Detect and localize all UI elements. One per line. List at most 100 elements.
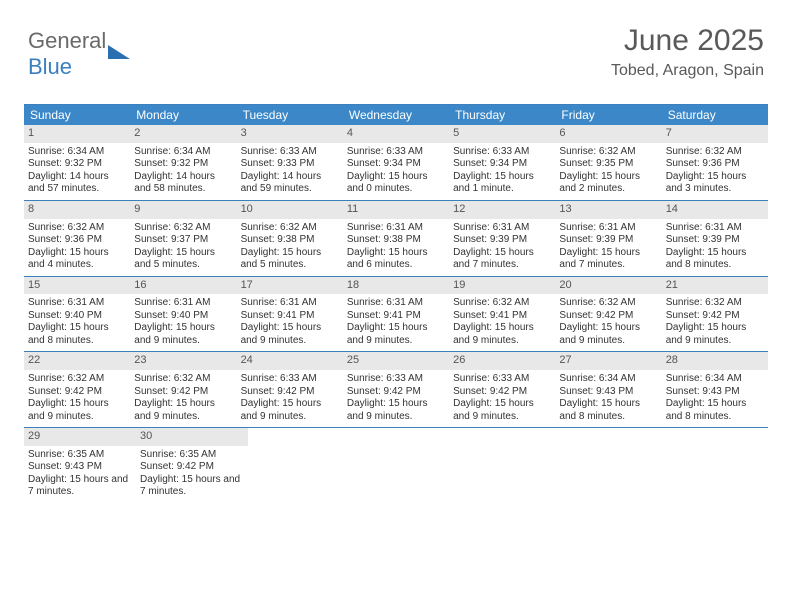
weekday-header: Wednesday [343,105,449,125]
day-number: 8 [24,201,130,219]
daylight-line: Daylight: 15 hours and 5 minutes. [241,247,339,272]
day-number: 20 [555,277,661,295]
daylight-line: Daylight: 14 hours and 57 minutes. [28,171,126,196]
logo-triangle-icon [108,45,130,59]
sunrise-line: Sunrise: 6:33 AM [453,373,551,386]
sunrise-line: Sunrise: 6:31 AM [347,222,445,235]
sunrise-line: Sunrise: 6:33 AM [347,373,445,386]
sunrise-line: Sunrise: 6:34 AM [28,146,126,159]
sunset-line: Sunset: 9:42 PM [453,386,551,399]
daylight-line: Daylight: 15 hours and 0 minutes. [347,171,445,196]
day-cell: 21Sunrise: 6:32 AMSunset: 9:42 PMDayligh… [662,277,768,352]
week-row: 22Sunrise: 6:32 AMSunset: 9:42 PMDayligh… [24,352,768,428]
day-number: 14 [662,201,768,219]
sunrise-line: Sunrise: 6:33 AM [347,146,445,159]
weekday-header-row: SundayMondayTuesdayWednesdayThursdayFrid… [24,105,768,125]
daylight-line: Daylight: 15 hours and 1 minute. [453,171,551,196]
day-number: 7 [662,125,768,143]
day-number: 13 [555,201,661,219]
day-cell: 19Sunrise: 6:32 AMSunset: 9:41 PMDayligh… [449,277,555,352]
sunrise-line: Sunrise: 6:33 AM [453,146,551,159]
sunrise-line: Sunrise: 6:31 AM [453,222,551,235]
day-number: 5 [449,125,555,143]
calendar-grid: SundayMondayTuesdayWednesdayThursdayFrid… [24,104,768,503]
day-number: 18 [343,277,449,295]
header: June 2025 Tobed, Aragon, Spain [611,24,764,80]
day-number: 17 [237,277,343,295]
day-cell: 13Sunrise: 6:31 AMSunset: 9:39 PMDayligh… [555,201,661,276]
sunrise-line: Sunrise: 6:32 AM [559,146,657,159]
day-cell: 17Sunrise: 6:31 AMSunset: 9:41 PMDayligh… [237,277,343,352]
sunrise-line: Sunrise: 6:34 AM [559,373,657,386]
day-number: 28 [662,352,768,370]
sunrise-line: Sunrise: 6:31 AM [666,222,764,235]
daylight-line: Daylight: 15 hours and 9 minutes. [347,322,445,347]
sunrise-line: Sunrise: 6:31 AM [347,297,445,310]
sunset-line: Sunset: 9:34 PM [347,158,445,171]
sunset-line: Sunset: 9:34 PM [453,158,551,171]
day-number: 19 [449,277,555,295]
day-number: 27 [555,352,661,370]
daylight-line: Daylight: 15 hours and 9 minutes. [453,322,551,347]
sunset-line: Sunset: 9:39 PM [559,234,657,247]
day-number: 9 [130,201,236,219]
empty-cell [456,428,560,503]
sunrise-line: Sunrise: 6:32 AM [134,222,232,235]
weekday-header: Tuesday [237,105,343,125]
sunset-line: Sunset: 9:42 PM [28,386,126,399]
sunrise-line: Sunrise: 6:33 AM [241,373,339,386]
day-number: 3 [237,125,343,143]
weekday-header: Friday [555,105,661,125]
sunset-line: Sunset: 9:41 PM [241,310,339,323]
sunrise-line: Sunrise: 6:32 AM [666,297,764,310]
sunset-line: Sunset: 9:43 PM [28,461,132,474]
sunrise-line: Sunrise: 6:35 AM [28,449,132,462]
sunset-line: Sunset: 9:40 PM [134,310,232,323]
sunset-line: Sunset: 9:36 PM [666,158,764,171]
sunrise-line: Sunrise: 6:32 AM [28,373,126,386]
sunrise-line: Sunrise: 6:32 AM [134,373,232,386]
day-cell: 20Sunrise: 6:32 AMSunset: 9:42 PMDayligh… [555,277,661,352]
day-cell: 26Sunrise: 6:33 AMSunset: 9:42 PMDayligh… [449,352,555,427]
day-number: 16 [130,277,236,295]
day-cell: 23Sunrise: 6:32 AMSunset: 9:42 PMDayligh… [130,352,236,427]
sunrise-line: Sunrise: 6:31 AM [28,297,126,310]
month-title: June 2025 [611,24,764,58]
sunset-line: Sunset: 9:38 PM [241,234,339,247]
sunset-line: Sunset: 9:35 PM [559,158,657,171]
daylight-line: Daylight: 15 hours and 7 minutes. [28,474,132,499]
day-cell: 5 Sunrise: 6:33 AMSunset: 9:34 PMDaylight… [449,125,555,200]
sunset-line: Sunset: 9:32 PM [28,158,126,171]
day-cell: 10Sunrise: 6:32 AMSunset: 9:38 PMDayligh… [237,201,343,276]
daylight-line: Daylight: 15 hours and 3 minutes. [666,171,764,196]
sunset-line: Sunset: 9:33 PM [241,158,339,171]
logo-text-general: General [28,28,106,53]
daylight-line: Daylight: 15 hours and 7 minutes. [559,247,657,272]
day-cell: 9Sunrise: 6:32 AMSunset: 9:37 PMDaylight… [130,201,236,276]
day-cell: 24Sunrise: 6:33 AMSunset: 9:42 PMDayligh… [237,352,343,427]
day-cell: 25Sunrise: 6:33 AMSunset: 9:42 PMDayligh… [343,352,449,427]
sunset-line: Sunset: 9:39 PM [453,234,551,247]
sunset-line: Sunset: 9:32 PM [134,158,232,171]
empty-cell [664,428,768,503]
weekday-header: Saturday [662,105,768,125]
daylight-line: Daylight: 15 hours and 9 minutes. [241,398,339,423]
day-number: 24 [237,352,343,370]
daylight-line: Daylight: 14 hours and 59 minutes. [241,171,339,196]
location-label: Tobed, Aragon, Spain [611,62,764,80]
sunrise-line: Sunrise: 6:32 AM [559,297,657,310]
day-cell: 29 Sunrise: 6:35 AMSunset: 9:43 PMDayligh… [24,428,136,503]
day-number: 29 [24,428,136,446]
daylight-line: Daylight: 15 hours and 7 minutes. [453,247,551,272]
daylight-line: Daylight: 15 hours and 9 minutes. [347,398,445,423]
day-cell: 28Sunrise: 6:34 AMSunset: 9:43 PMDayligh… [662,352,768,427]
week-row: 15Sunrise: 6:31 AMSunset: 9:40 PMDayligh… [24,277,768,353]
sunrise-line: Sunrise: 6:33 AM [241,146,339,159]
day-number: 25 [343,352,449,370]
sunrise-line: Sunrise: 6:34 AM [666,373,764,386]
day-cell: 6Sunrise: 6:32 AMSunset: 9:35 PMDaylight… [555,125,661,200]
sunset-line: Sunset: 9:42 PM [140,461,244,474]
daylight-line: Daylight: 15 hours and 2 minutes. [559,171,657,196]
sunset-line: Sunset: 9:37 PM [134,234,232,247]
sunset-line: Sunset: 9:41 PM [453,310,551,323]
